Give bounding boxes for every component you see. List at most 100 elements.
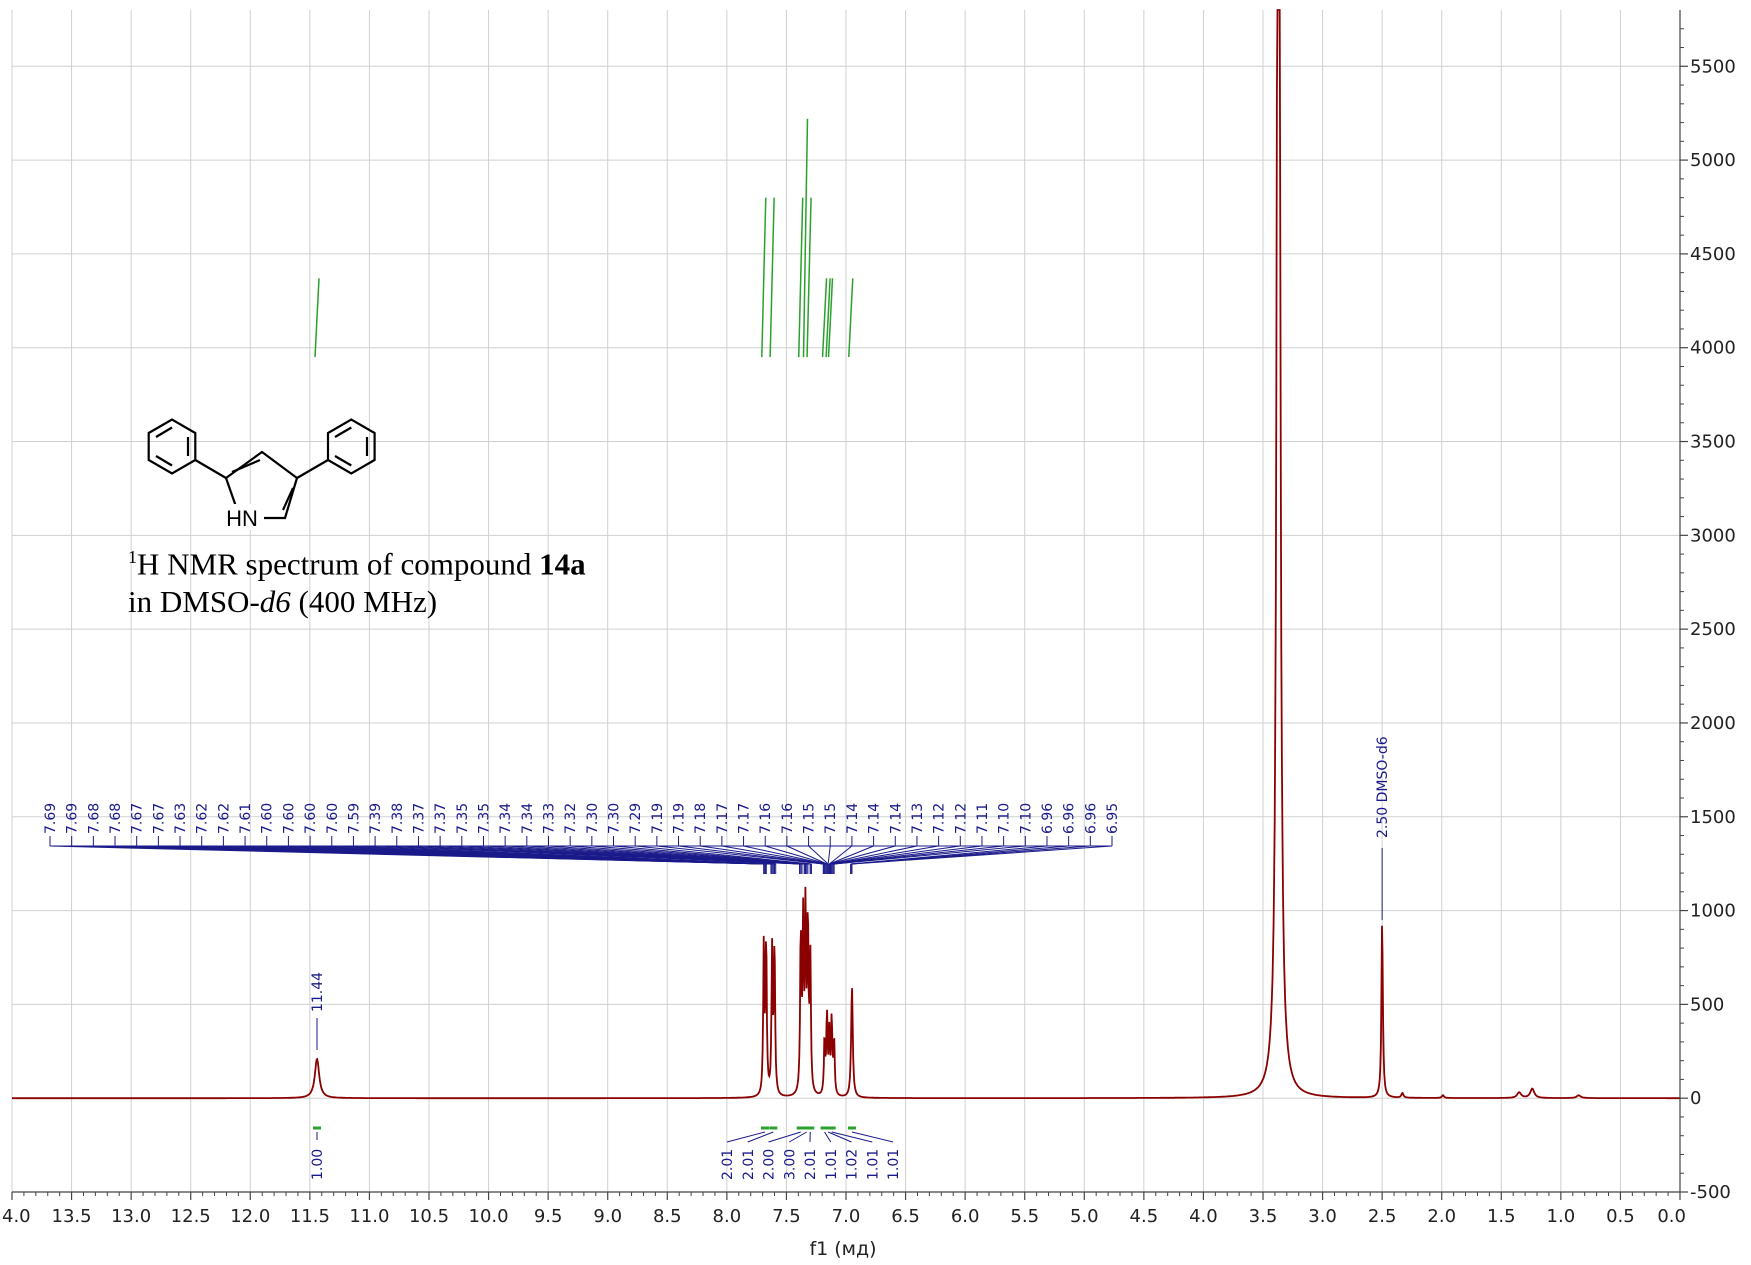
peak-label: 7.17 [737, 803, 753, 834]
y-tick-label: 5000 [1690, 150, 1736, 171]
x-tick-label: 8.5 [653, 1206, 682, 1227]
peak-label: 6.95 [1105, 803, 1121, 834]
x-tick-label: 9.0 [593, 1206, 622, 1227]
peak-label: 7.67 [151, 803, 167, 834]
y-axis-ticks: 5500500045004000350030002500200015001000… [1680, 28, 1736, 1203]
x-tick-label: 6.0 [951, 1206, 980, 1227]
integral-curve [761, 197, 767, 358]
peak-label: 7.14 [867, 803, 883, 834]
peak-label: 7.69 [65, 803, 81, 834]
x-tick-label: 12.0 [230, 1206, 270, 1227]
peak-label-fan-line [743, 845, 826, 865]
y-tick-label: 4500 [1690, 244, 1736, 265]
peak-label: 6.96 [1062, 803, 1078, 834]
peak-label: 7.30 [607, 803, 623, 834]
peak-label: 7.60 [325, 803, 341, 834]
peak-label: 7.35 [476, 803, 492, 834]
caption-line1-text: H NMR spectrum of compound [137, 546, 540, 582]
peak-label: 7.32 [563, 803, 579, 834]
x-tick-label: 0.0 [1657, 1206, 1686, 1227]
x-axis-ticks: 4.0 13.5 13.0 12.5 12.0 11.5 11.0 10.5 10.0 9.5 9.… [2, 1192, 1686, 1227]
x-tick-label: 11.0 [349, 1206, 389, 1227]
peak-label-fan-line [808, 845, 829, 865]
peak-label: 7.34 [498, 803, 514, 834]
peak-label: 7.10 [997, 803, 1013, 834]
integral-curve [769, 197, 775, 358]
integral-value: 2.01 [803, 1149, 819, 1180]
peak-label: 7.68 [108, 803, 124, 834]
caption-line-2: in DMSO-d6 (400 MHz) [128, 583, 586, 621]
spectrum-caption: 1H NMR spectrum of compound 14a in DMSO-… [128, 538, 586, 621]
x-tick-label: 10.5 [409, 1206, 449, 1227]
x-tick-label: 3.0 [1308, 1206, 1337, 1227]
peak-label: 7.68 [86, 803, 102, 834]
peak-label-fan-line [721, 845, 826, 865]
peak-label: 7.18 [693, 803, 709, 834]
grid [11, 10, 1681, 1193]
peak-label: 7.34 [520, 803, 536, 834]
integral-curve [314, 278, 320, 358]
integral-fan-line [851, 1131, 894, 1143]
integral-fan-line [831, 1131, 873, 1143]
integral-value: 2.01 [741, 1149, 757, 1180]
peak-label: 7.13 [910, 803, 926, 834]
single-peak-labels: 11.44 2.50 DMSO-d6 [310, 736, 1391, 1050]
x-tick-label: 4.5 [1130, 1206, 1159, 1227]
peak-label: 7.12 [932, 803, 948, 834]
x-tick-label: 7.0 [832, 1206, 861, 1227]
peak-label: 7.61 [238, 803, 254, 834]
single-peak-label: 11.44 [310, 972, 326, 1012]
peak-label: 7.37 [433, 803, 449, 834]
caption-superscript: 1 [128, 547, 137, 567]
peak-label: 7.15 [823, 803, 839, 834]
peak-label-fan-line [765, 845, 828, 865]
x-tick-label: 0.5 [1606, 1206, 1635, 1227]
peak-label: 7.63 [173, 803, 189, 834]
peak-label: 7.33 [541, 803, 557, 834]
peak-label-fan-line [830, 845, 918, 865]
x-tick-label: 2.5 [1368, 1206, 1397, 1227]
integral-value: 1.01 [865, 1149, 881, 1180]
peak-label: 7.67 [130, 803, 146, 834]
x-tick-label: 4.0 [1189, 1206, 1218, 1227]
integral-curve [821, 278, 828, 358]
peak-label: 7.30 [585, 803, 601, 834]
integral-value: 1.01 [886, 1149, 902, 1180]
peak-label-fan-line [829, 845, 896, 865]
integral-curves [314, 118, 854, 358]
peak-label: 7.62 [216, 803, 232, 834]
peak-label-fan-line [353, 845, 776, 865]
peak-label: 7.19 [672, 803, 688, 834]
peak-label: 7.60 [281, 803, 297, 834]
x-tick-label: 7.5 [772, 1206, 801, 1227]
molecule-structure [147, 418, 376, 520]
peak-label: 7.15 [802, 803, 818, 834]
peak-label: 7.12 [953, 803, 969, 834]
peak-label-fan-line [678, 845, 824, 865]
peak-label-fan-line [786, 845, 828, 865]
x-tick-label: 12.5 [171, 1206, 211, 1227]
x-tick-label: 13.5 [52, 1206, 92, 1227]
peak-label: 7.38 [390, 803, 406, 834]
y-tick-label: 5500 [1690, 56, 1736, 77]
single-peak-label: 2.50 DMSO-d6 [1375, 736, 1391, 838]
y-tick-label: 500 [1690, 994, 1724, 1015]
integral-labels: 1.00 2.01 2.01 2.00 3.00 2.01 1.01 1.02 1.01 1.01 [310, 1126, 902, 1180]
peak-label: 7.35 [455, 803, 471, 834]
peak-label: 7.10 [1018, 803, 1034, 834]
integral-curve [797, 197, 804, 358]
x-tick-label: 8.0 [713, 1206, 742, 1227]
peak-label-fan-line [829, 845, 853, 865]
x-tick-label: 5.5 [1010, 1206, 1039, 1227]
peak-label: 7.19 [650, 803, 666, 834]
x-tick-label: 1.0 [1547, 1206, 1576, 1227]
peak-label: 7.14 [845, 803, 861, 834]
y-tick-label: 2000 [1690, 713, 1736, 734]
peak-label: 7.16 [780, 803, 796, 834]
integral-value: 1.02 [845, 1149, 861, 1180]
y-tick-label: 2500 [1690, 619, 1736, 640]
y-tick-label: -500 [1690, 1182, 1731, 1203]
y-tick-label: 1500 [1690, 807, 1736, 828]
peak-label: 7.39 [368, 803, 384, 834]
